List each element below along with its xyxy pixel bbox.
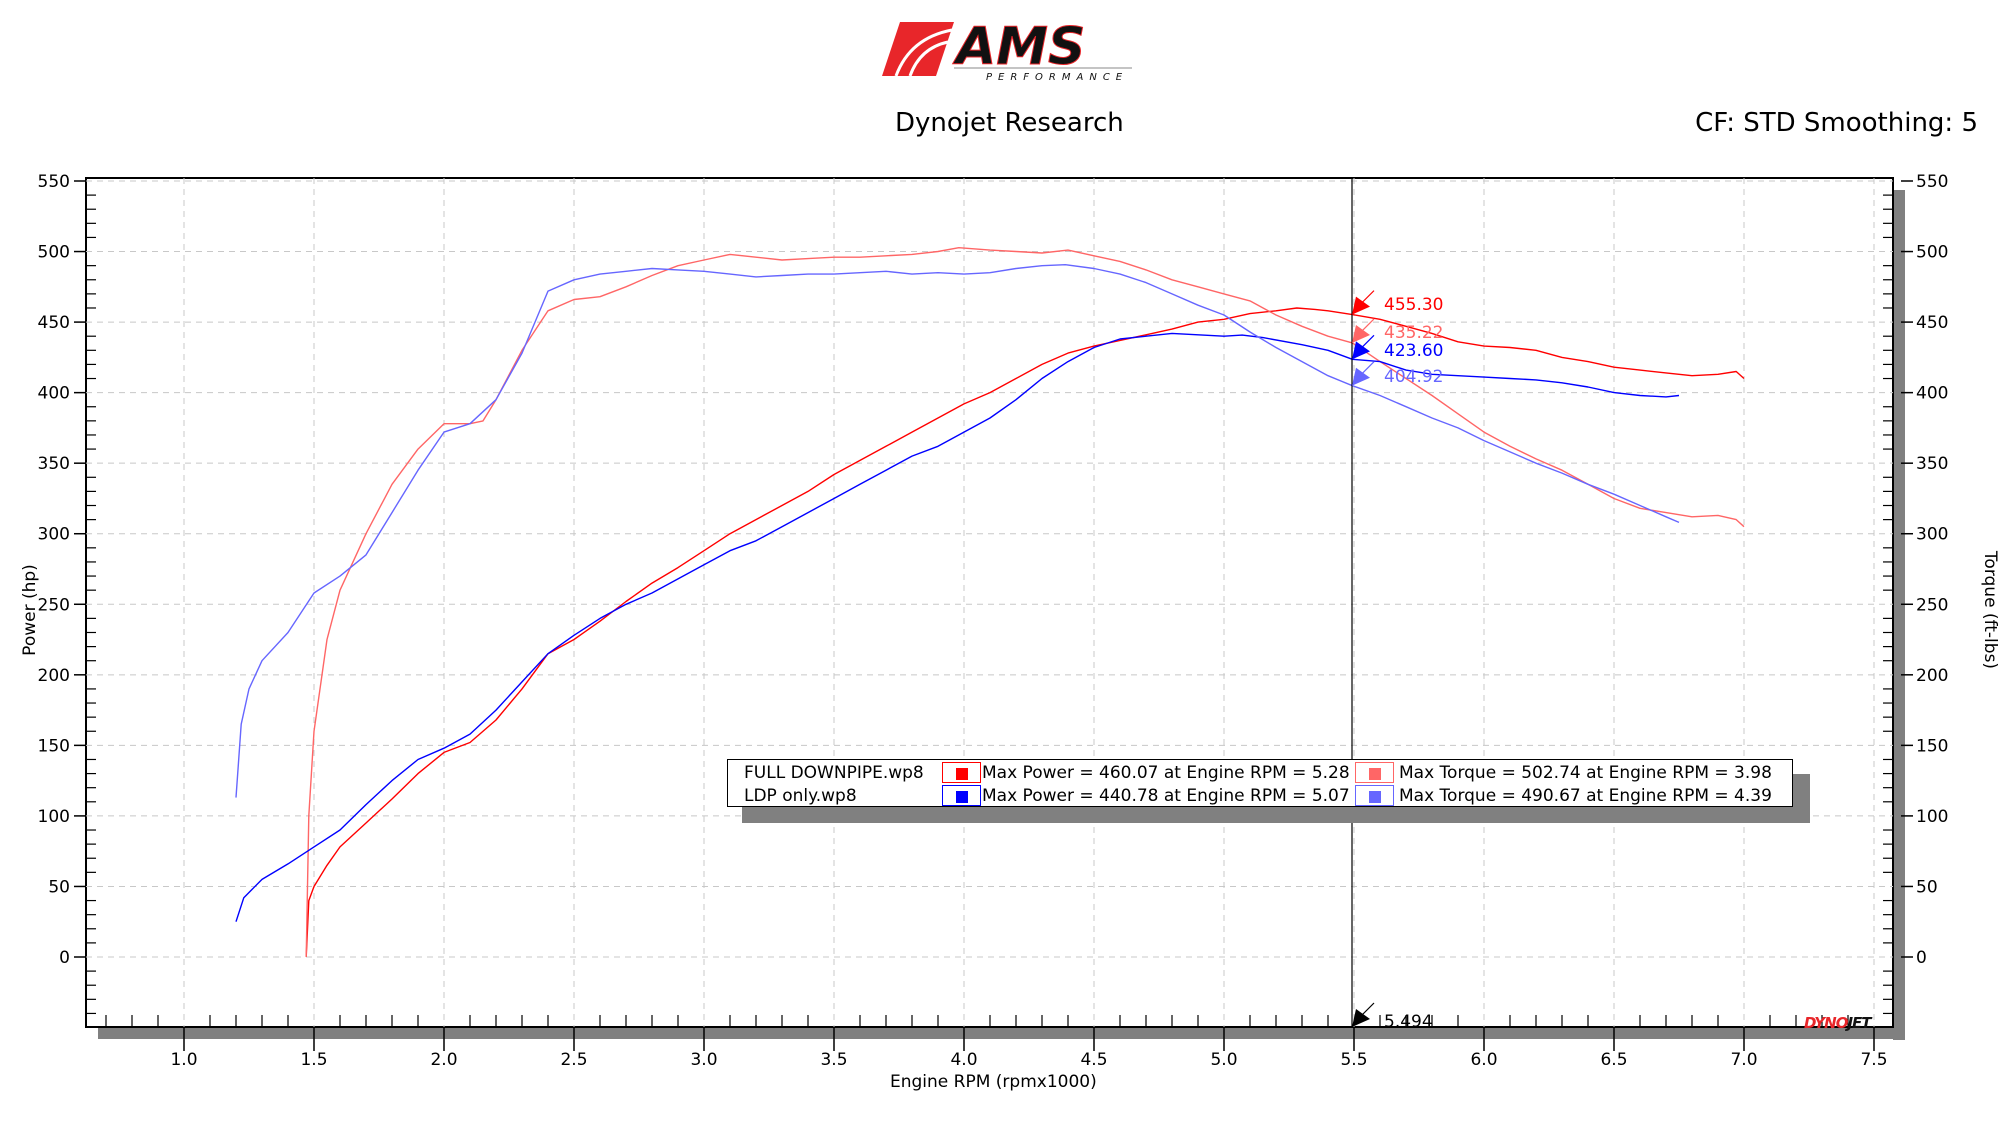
svg-text:3.5: 3.5 [820,1050,847,1070]
legend-max-power: Max Power = 440.78 at Engine RPM = 5.07 [982,786,1350,806]
svg-text:7.5: 7.5 [1860,1050,1887,1070]
svg-text:400: 400 [38,384,70,404]
dynojet-watermark: DYNOJET [1804,1014,1872,1032]
legend-swatch-ldp-torque [1355,785,1394,806]
svg-text:2.0: 2.0 [430,1050,457,1070]
legend-swatch-full-torque [1355,762,1394,783]
legend-swatch-full-power [942,762,981,783]
plot-area [85,177,1894,1028]
svg-text:550: 550 [38,172,70,192]
cursor-readout-full-torque: 435.22 [1384,323,1444,343]
svg-text:5.5: 5.5 [1340,1050,1367,1070]
legend-run-name: LDP only.wp8 [744,786,857,806]
svg-text:150: 150 [1916,736,1948,756]
chart-title: Dynojet Research [895,108,1124,138]
svg-text:450: 450 [38,313,70,333]
svg-text:1.5: 1.5 [300,1050,327,1070]
svg-text:2.5: 2.5 [560,1050,587,1070]
svg-text:4.0: 4.0 [950,1050,977,1070]
svg-text:7.0: 7.0 [1730,1050,1757,1070]
legend-max-torque: Max Torque = 502.74 at Engine RPM = 3.98 [1399,763,1772,783]
plot-shadow-right [1893,190,1905,1040]
svg-text:100: 100 [1916,807,1948,827]
cursor-rpm-readout: 5.494 [1384,1012,1433,1032]
y-axis-right-title: Torque (ft-lbs) [1980,550,2000,670]
series-lines [235,246,1745,958]
svg-text:150: 150 [38,736,70,756]
svg-text:450: 450 [1916,313,1948,333]
svg-text:0: 0 [1916,948,1927,968]
svg-text:350: 350 [1916,454,1948,474]
legend-swatch-ldp-power [942,785,981,806]
svg-text:350: 350 [38,454,70,474]
svg-text:3.0: 3.0 [690,1050,717,1070]
svg-text:500: 500 [1916,243,1948,263]
cursor-arrows [1352,290,1375,1027]
svg-text:500: 500 [38,243,70,263]
svg-text:250: 250 [1916,595,1948,615]
svg-text:1.0: 1.0 [170,1050,197,1070]
svg-text:200: 200 [38,666,70,686]
legend: FULL DOWNPIPE.wp8 Max Power = 460.07 at … [727,759,1793,807]
cursor-readout-full-power: 455.30 [1384,295,1444,315]
svg-text:100: 100 [38,807,70,827]
svg-text:300: 300 [38,525,70,545]
legend-row: FULL DOWNPIPE.wp8 Max Power = 460.07 at … [728,762,1792,785]
ams-performance-logo: AMS PERFORMANCE [882,18,1132,82]
x-axis-title: Engine RPM (rpmx1000) [890,1072,1097,1092]
cursor-readout-ldp-torque: 404.92 [1384,367,1444,387]
svg-text:250: 250 [38,595,70,615]
legend-max-torque: Max Torque = 490.67 at Engine RPM = 4.39 [1399,786,1772,806]
svg-text:6.0: 6.0 [1470,1050,1497,1070]
plot-shadow-bottom [98,1027,1905,1039]
y-axis-left-title: Power (hp) [20,564,40,656]
svg-text:300: 300 [1916,525,1948,545]
legend-row: LDP only.wp8 Max Power = 440.78 at Engin… [728,785,1792,808]
svg-text:50: 50 [1916,877,1938,897]
svg-text:200: 200 [1916,666,1948,686]
svg-text:50: 50 [48,877,70,897]
svg-text:6.5: 6.5 [1600,1050,1627,1070]
svg-text:400: 400 [1916,384,1948,404]
svg-text:0: 0 [59,948,70,968]
svg-text:5.0: 5.0 [1210,1050,1237,1070]
legend-max-power: Max Power = 460.07 at Engine RPM = 5.28 [982,763,1350,783]
cursor-readout-ldp-power: 423.60 [1384,341,1444,361]
svg-text:PERFORMANCE: PERFORMANCE [986,72,1128,82]
legend-run-name: FULL DOWNPIPE.wp8 [744,763,924,783]
svg-text:4.5: 4.5 [1080,1050,1107,1070]
svg-text:550: 550 [1916,172,1948,192]
x-axis-ticks: 1.0 1.5 2.0 2.5 3.0 3.5 4.0 4.5 5.0 5.5 6.0 6.5 7.0 7… [105,1015,1888,1070]
correction-smoothing-info: CF: STD Smoothing: 5 [1695,108,1978,138]
